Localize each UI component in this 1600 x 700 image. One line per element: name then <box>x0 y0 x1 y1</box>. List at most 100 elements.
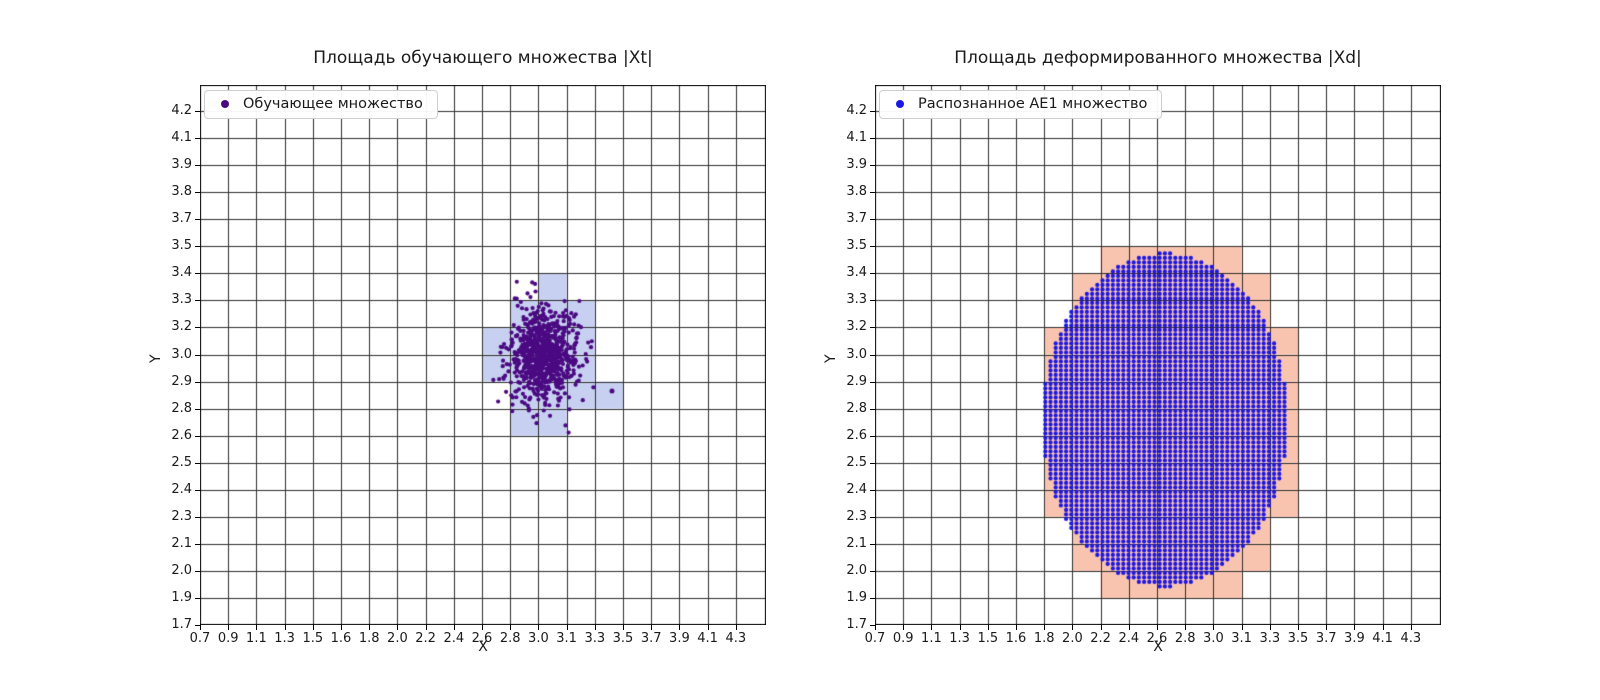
y-tick-mark <box>870 544 875 545</box>
x-tick-label: 3.7 <box>640 631 662 646</box>
y-tick-label: 2.3 <box>846 508 867 524</box>
x-tick-mark <box>708 625 709 630</box>
x-tick-mark <box>341 625 342 630</box>
x-tick-label: 2.4 <box>1118 631 1140 646</box>
x-tick-label: 3.1 <box>556 631 577 646</box>
y-tick-label: 2.0 <box>171 562 192 578</box>
y-tick-mark <box>870 463 875 464</box>
x-tick-mark <box>285 625 286 630</box>
y-tick-mark <box>870 111 875 112</box>
y-tick-mark <box>195 382 200 383</box>
y-tick-label: 3.0 <box>171 346 192 362</box>
left-plot-panel: Площадь обучающего множества |Xt| Y Обуч… <box>148 0 766 700</box>
left-plot-area <box>200 85 766 625</box>
y-tick-mark <box>870 192 875 193</box>
y-tick-mark <box>870 165 875 166</box>
x-tick-label: 2.2 <box>1090 631 1111 646</box>
x-tick-mark <box>1072 625 1073 630</box>
right-plot-panel: Площадь деформированного множества |Xd| … <box>823 0 1441 700</box>
x-tick-label: 4.1 <box>697 631 718 646</box>
x-tick-label: 4.1 <box>1372 631 1393 646</box>
x-tick-label: 2.6 <box>471 631 493 646</box>
x-tick-mark <box>538 625 539 630</box>
y-tick-label: 3.2 <box>846 319 867 335</box>
x-tick-label: 0.7 <box>189 631 211 646</box>
x-tick-mark <box>369 625 370 630</box>
y-tick-label: 3.5 <box>171 238 192 254</box>
y-tick-mark <box>195 625 200 626</box>
x-tick-mark <box>736 625 737 630</box>
y-tick-mark <box>195 517 200 518</box>
right-plot-title: Площадь деформированного множества |Xd| <box>954 48 1362 68</box>
y-tick-mark <box>195 463 200 464</box>
x-tick-label: 1.3 <box>949 631 970 646</box>
x-tick-mark <box>931 625 932 630</box>
x-tick-mark <box>960 625 961 630</box>
y-tick-mark <box>195 111 200 112</box>
x-tick-mark <box>1129 625 1130 630</box>
x-tick-mark <box>1101 625 1102 630</box>
x-tick-mark <box>426 625 427 630</box>
y-tick-mark <box>870 625 875 626</box>
y-tick-label: 2.9 <box>171 373 192 389</box>
x-tick-mark <box>1044 625 1045 630</box>
x-tick-label: 3.9 <box>669 631 690 646</box>
x-tick-mark <box>1270 625 1271 630</box>
x-tick-label: 4.3 <box>1400 631 1422 646</box>
x-tick-label: 1.6 <box>1005 631 1027 646</box>
x-tick-mark <box>1383 625 1384 630</box>
x-tick-mark <box>988 625 989 630</box>
left-x-axis-label: X <box>478 639 488 655</box>
left-plot-title: Площадь обучающего множества |Xt| <box>313 48 653 68</box>
x-tick-mark <box>228 625 229 630</box>
x-tick-label: 3.7 <box>1315 631 1337 646</box>
y-tick-mark <box>195 409 200 410</box>
right-legend: Распознанное АЕ1 множество <box>879 90 1163 119</box>
x-tick-mark <box>1016 625 1017 630</box>
x-tick-label: 2.6 <box>1146 631 1168 646</box>
x-tick-mark <box>1354 625 1355 630</box>
x-tick-mark <box>1185 625 1186 630</box>
x-tick-mark <box>679 625 680 630</box>
right-legend-label: Распознанное АЕ1 множество <box>918 96 1148 112</box>
y-tick-label: 2.0 <box>846 562 867 578</box>
x-tick-mark <box>903 625 904 630</box>
y-tick-mark <box>870 571 875 572</box>
x-tick-label: 1.8 <box>358 631 380 646</box>
y-tick-mark <box>870 355 875 356</box>
x-tick-mark <box>454 625 455 630</box>
y-tick-label: 2.6 <box>171 427 192 443</box>
y-tick-mark <box>870 246 875 247</box>
x-tick-label: 1.6 <box>330 631 352 646</box>
x-tick-label: 2.2 <box>415 631 436 646</box>
y-tick-mark <box>870 219 875 220</box>
y-tick-mark <box>870 273 875 274</box>
x-tick-label: 3.5 <box>1287 631 1309 646</box>
y-tick-mark <box>195 300 200 301</box>
right-legend-marker-icon <box>896 100 904 108</box>
y-tick-mark <box>195 246 200 247</box>
y-tick-label: 2.9 <box>846 373 867 389</box>
y-tick-label: 1.7 <box>171 617 192 632</box>
y-tick-label: 2.8 <box>171 400 192 416</box>
x-tick-label: 3.1 <box>1231 631 1252 646</box>
x-tick-mark <box>200 625 201 630</box>
y-tick-label: 4.1 <box>846 130 867 146</box>
x-tick-label: 4.3 <box>725 631 747 646</box>
x-tick-label: 2.0 <box>1062 631 1083 646</box>
y-tick-label: 3.9 <box>171 157 192 173</box>
y-tick-label: 2.5 <box>846 454 867 470</box>
x-tick-mark <box>623 625 624 630</box>
y-tick-mark <box>195 138 200 139</box>
y-tick-label: 1.9 <box>846 589 867 605</box>
x-tick-label: 2.0 <box>387 631 408 646</box>
y-tick-mark <box>870 382 875 383</box>
x-tick-label: 3.3 <box>584 631 606 646</box>
y-tick-label: 3.2 <box>171 319 192 335</box>
x-tick-mark <box>313 625 314 630</box>
x-tick-mark <box>256 625 257 630</box>
y-tick-label: 3.9 <box>846 157 867 173</box>
x-tick-label: 1.1 <box>246 631 267 646</box>
x-tick-mark <box>1242 625 1243 630</box>
